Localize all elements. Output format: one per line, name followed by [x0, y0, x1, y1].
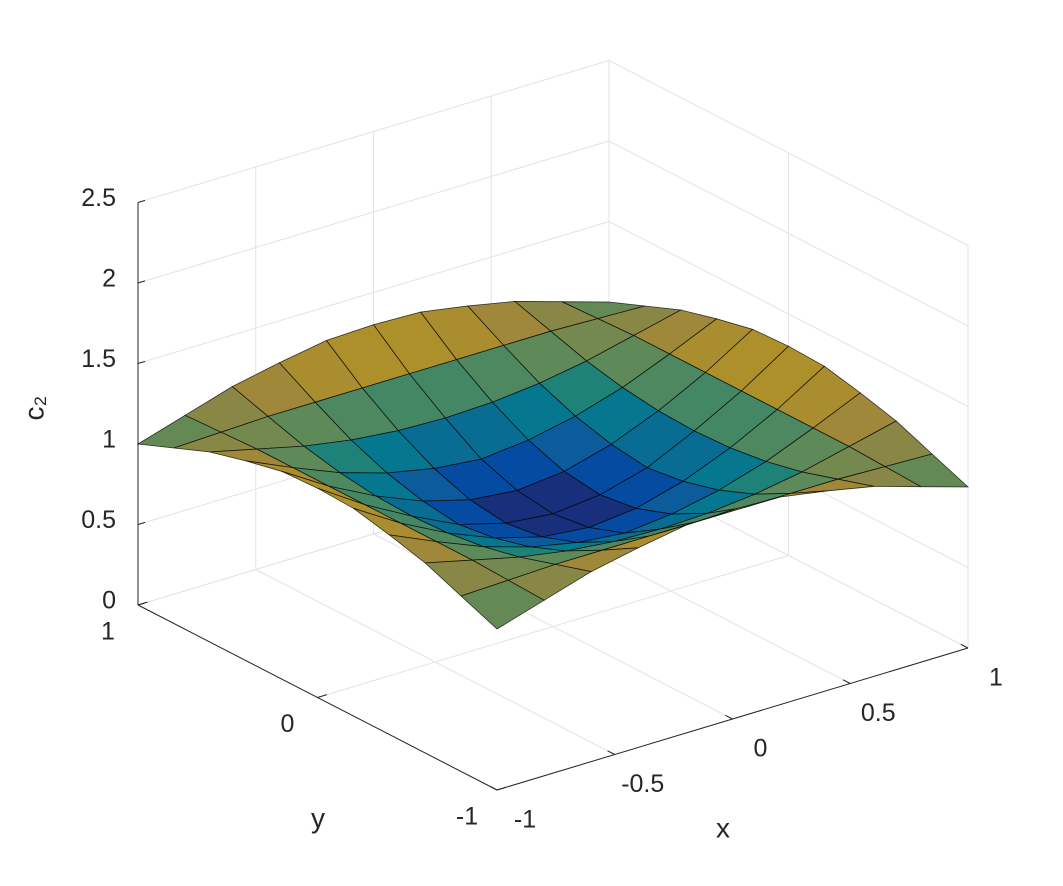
x-axis-label: x — [716, 812, 730, 843]
x-tick-label: 0.5 — [861, 699, 896, 727]
x-tick — [725, 714, 733, 720]
z-tick — [137, 280, 146, 284]
x-tick — [842, 679, 851, 684]
z-tick-label: 1 — [102, 426, 116, 454]
surface-patch — [460, 579, 545, 630]
z-tick-label: 2 — [102, 265, 116, 293]
y-tick-label: -1 — [456, 803, 478, 831]
z-tick-label: 0.5 — [81, 506, 116, 534]
x-tick — [960, 643, 969, 649]
y-tick-label: 0 — [281, 710, 295, 738]
y-tick-label: 1 — [101, 618, 115, 646]
x-tick-label: -1 — [514, 806, 536, 834]
z-tick — [137, 199, 146, 203]
z-tick — [137, 360, 146, 364]
grid-line — [317, 555, 789, 698]
z-tick — [137, 521, 146, 525]
x-tick-label: -0.5 — [621, 770, 664, 798]
z-tick-label: 2.5 — [81, 184, 116, 212]
x-tick-label: 1 — [989, 664, 1003, 692]
y-axis-label: y — [311, 802, 325, 833]
y-tick — [496, 786, 507, 791]
z-tick-label: 1.5 — [81, 345, 116, 373]
x-tick — [607, 750, 615, 755]
x-tick — [489, 785, 498, 791]
z-tick-label: 0 — [102, 587, 116, 615]
y-tick — [317, 694, 328, 698]
x-tick-label: 0 — [754, 735, 768, 763]
z-axis-label: c₂ — [18, 396, 49, 421]
z-tick — [137, 602, 146, 606]
